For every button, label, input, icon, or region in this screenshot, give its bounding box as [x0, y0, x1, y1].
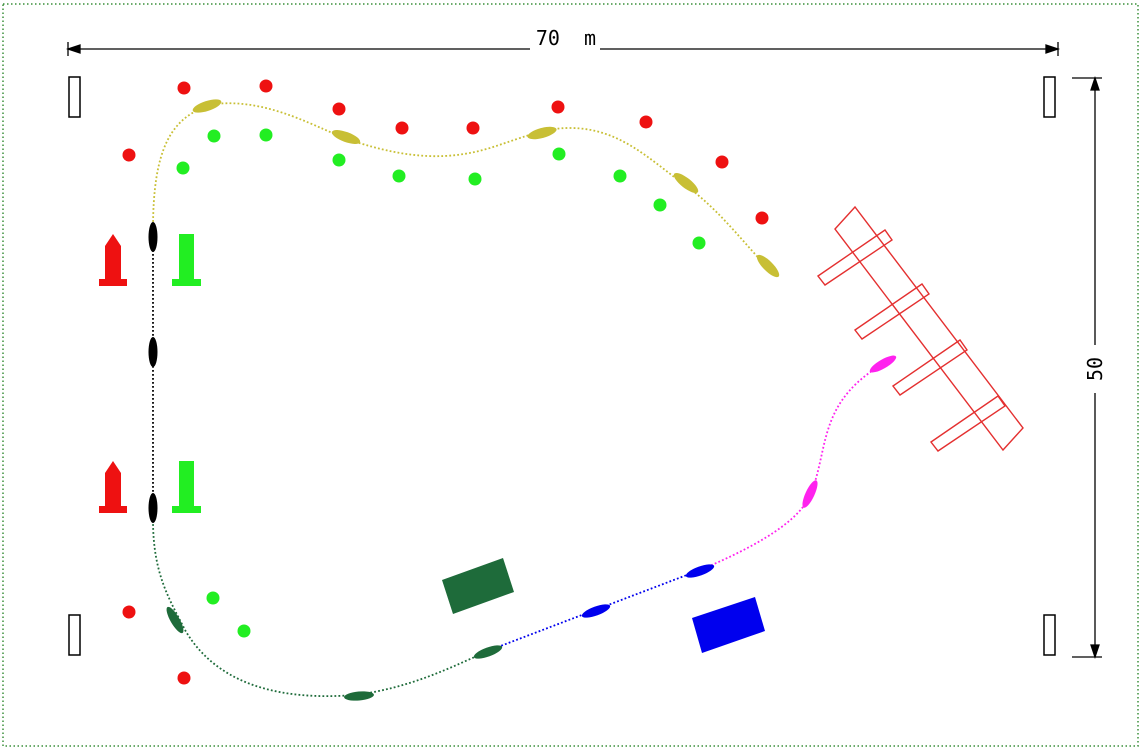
red-buoy	[639, 115, 653, 129]
boat	[148, 493, 158, 523]
corner-marker-bottom-left	[68, 614, 81, 656]
green-buoy	[176, 161, 190, 175]
green-buoy	[332, 153, 346, 167]
red-gate-markers	[99, 234, 127, 513]
red-buoy	[466, 121, 480, 135]
path-darkgreen	[152, 519, 491, 698]
green-buoy	[259, 128, 273, 142]
boat	[166, 606, 184, 634]
green-gate-markers	[172, 234, 201, 513]
red-buoy	[259, 79, 273, 93]
green-buoys	[176, 128, 706, 638]
green-buoy	[613, 169, 627, 183]
boat	[344, 691, 374, 701]
green-buoy	[653, 198, 667, 212]
boat-paths	[152, 102, 891, 698]
boats-magenta	[802, 355, 897, 508]
red-buoy	[177, 81, 191, 95]
dock-finger-4	[929, 395, 1006, 452]
red-buoy	[551, 100, 565, 114]
boat	[673, 172, 699, 194]
green-gate-marker-upper	[172, 234, 201, 286]
dock-finger-1	[816, 229, 893, 286]
boats-yellow	[192, 99, 780, 278]
height-label: 50	[1083, 357, 1107, 381]
dock-main-pier	[834, 205, 1024, 452]
red-buoy	[715, 155, 729, 169]
width-label: 70 m	[536, 26, 596, 50]
red-buoys	[122, 79, 769, 685]
boat	[581, 604, 611, 618]
red-buoy	[395, 121, 409, 135]
red-buoy	[332, 102, 346, 116]
dock	[816, 205, 1024, 452]
green-buoy	[692, 236, 706, 250]
boat	[192, 99, 222, 113]
corner-marker-top-right	[1043, 76, 1056, 118]
green-buoy	[468, 172, 482, 186]
green-buoy	[392, 169, 406, 183]
green-buoy	[552, 147, 566, 161]
red-buoy	[122, 148, 136, 162]
path-magenta	[699, 359, 891, 571]
dock-finger-3	[891, 339, 968, 396]
boat	[331, 130, 361, 144]
boat	[869, 355, 897, 373]
boat	[527, 126, 557, 140]
path-yellow	[152, 102, 771, 271]
boat	[148, 337, 158, 367]
boat	[148, 222, 158, 252]
diagram-border	[2, 3, 1139, 747]
red-gate-marker-upper	[99, 234, 127, 286]
red-gate-marker-lower	[99, 461, 127, 513]
boat	[802, 480, 818, 508]
width-label-bg	[530, 30, 600, 54]
blue-obstacle	[692, 597, 765, 653]
height-label-bg	[1082, 345, 1108, 393]
boat	[473, 645, 503, 659]
boat	[756, 254, 780, 278]
green-buoy	[206, 591, 220, 605]
dock-finger-2	[853, 283, 930, 340]
boats-darkgreen	[166, 606, 503, 701]
corner-marker-top-left	[68, 76, 81, 118]
red-buoy	[755, 211, 769, 225]
dark-green-obstacle	[442, 558, 514, 614]
boats-blue	[581, 564, 715, 618]
boats-black	[148, 222, 158, 523]
green-buoy	[207, 129, 221, 143]
red-buoy	[122, 605, 136, 619]
green-gate-marker-lower	[172, 461, 201, 513]
red-buoy	[177, 671, 191, 685]
corner-marker-bottom-right	[1043, 614, 1056, 656]
green-buoy	[237, 624, 251, 638]
boat	[685, 564, 715, 578]
corner-markers	[68, 76, 1056, 656]
